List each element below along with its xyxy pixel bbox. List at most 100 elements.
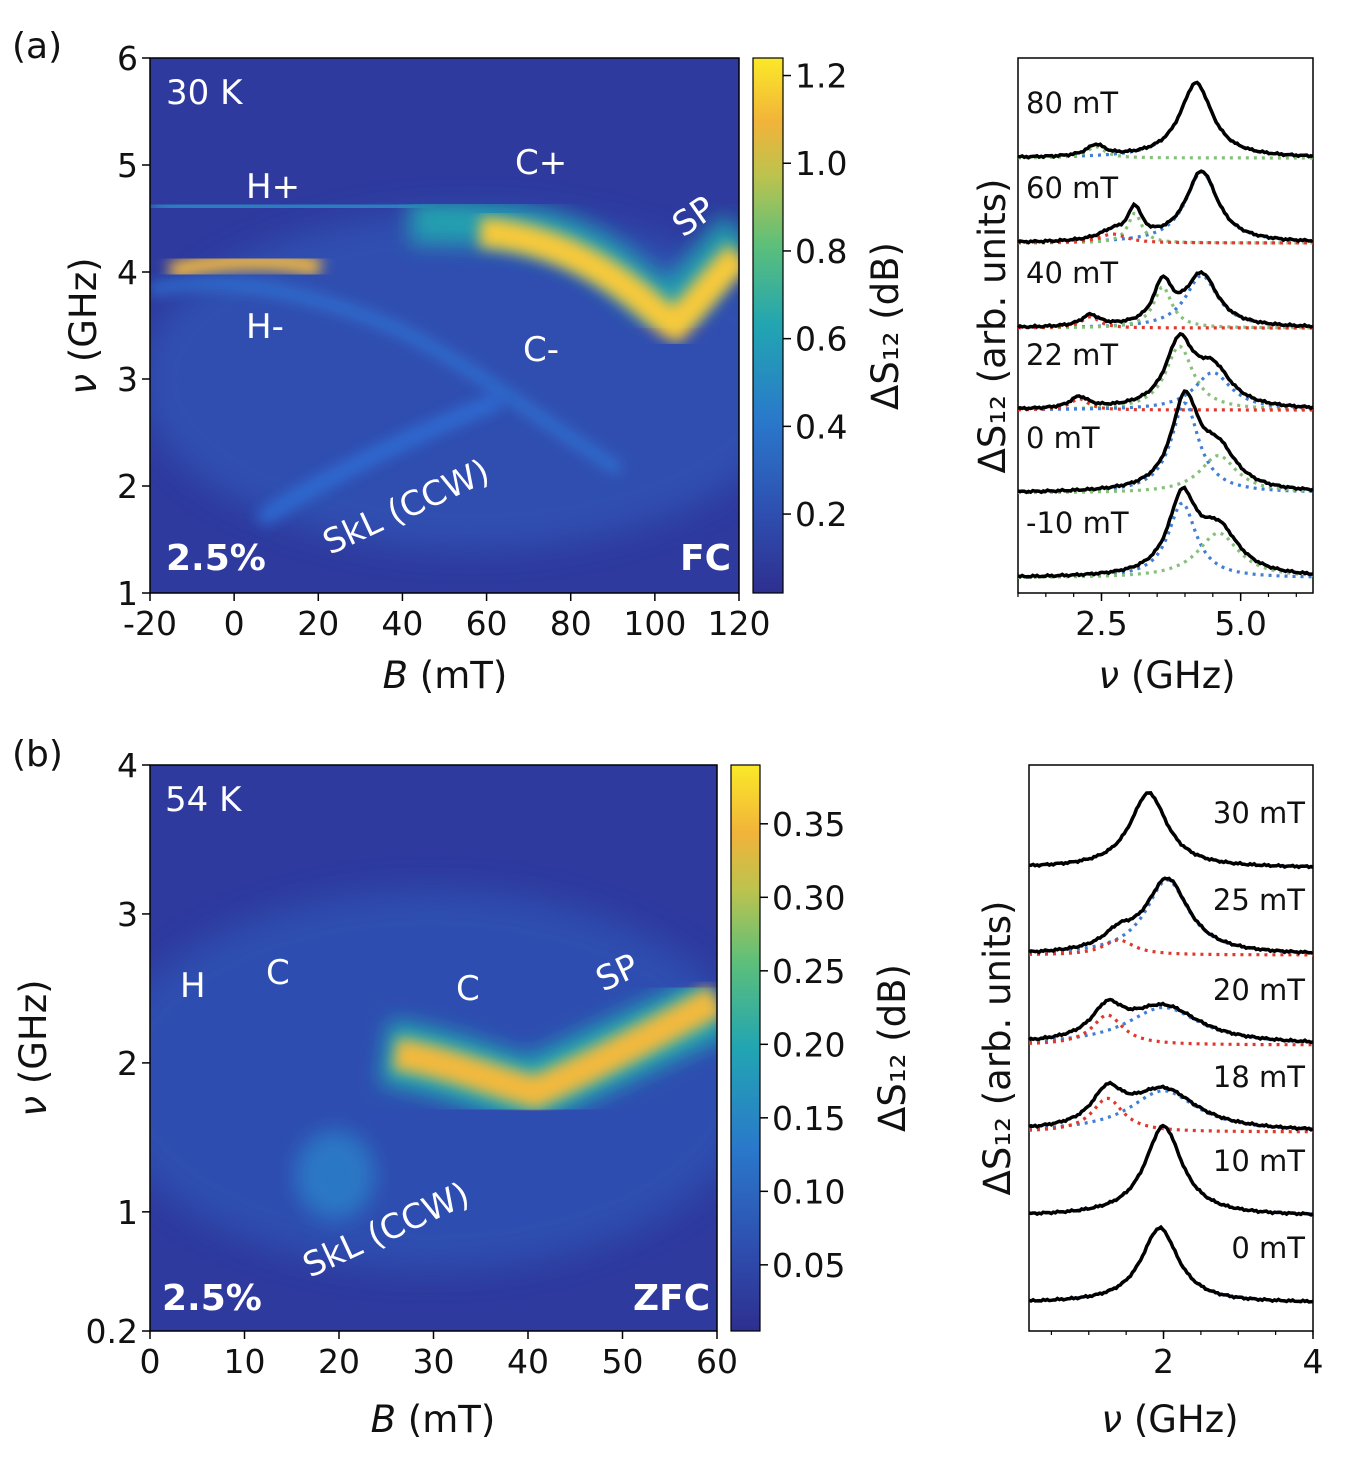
x-tick-label: 40 <box>381 604 423 643</box>
trace-label: 20 mT <box>1213 973 1305 1007</box>
ylabel-b-unit: (GHz) <box>12 979 55 1096</box>
heatmap-b-modes <box>150 890 717 1270</box>
data-trace <box>1017 485 1314 579</box>
colorbar-tick-label: 0.6 <box>795 320 847 359</box>
panel-label-a: (a) <box>12 26 62 67</box>
ylabel-b-var: ν <box>12 1096 55 1117</box>
y-tick-label: 4 <box>117 746 138 785</box>
trace-label: 22 mT <box>1026 338 1118 372</box>
y-tick-label: 0.2 <box>86 1312 138 1351</box>
trace-label: 0 mT <box>1026 421 1100 455</box>
fit-curve-red <box>1028 1096 1313 1134</box>
heatmap-a: 30 K 2.5% FC H+ H- C+ C- SP SkL (CCW) -2… <box>117 39 771 643</box>
colorbar-tick-label: 0.15 <box>772 1099 845 1138</box>
heatmap-a-mode-hplus <box>150 192 421 221</box>
x-tick-label: 60 <box>466 604 508 643</box>
ylabel-a-unit: (GHz) <box>62 257 105 374</box>
spectra-a-xlabel: ν (GHz) <box>1098 654 1235 697</box>
trace-label: -10 mT <box>1026 506 1129 540</box>
xlabel-b-var: B <box>371 1398 396 1441</box>
xlabel-b-unit: (mT) <box>396 1398 495 1441</box>
x-tick-label: 0 <box>140 1342 161 1381</box>
xlabel-a-unit: (mT) <box>408 654 507 697</box>
colorbar-tick-label: 0.30 <box>772 878 845 917</box>
trace-label: 30 mT <box>1213 796 1305 830</box>
x-tick-label: 80 <box>550 604 592 643</box>
label-c1-b: C <box>266 953 290 993</box>
x-tick-label: 10 <box>224 1342 266 1381</box>
y-tick-label: 2 <box>117 1044 138 1083</box>
data-trace <box>1017 80 1314 160</box>
colorbar-tick-label: 0.20 <box>772 1025 845 1064</box>
heatmap-a-modes <box>150 192 739 550</box>
spectra-a-xlabel-var: ν <box>1098 654 1119 697</box>
xlabel-a-var: B <box>383 654 408 697</box>
label-protocol-a: FC <box>680 538 731 579</box>
colorbar-tick-label: 1.2 <box>795 57 847 96</box>
data-trace <box>1028 1123 1314 1217</box>
spectra-x-tick-label: 4 <box>1303 1342 1324 1381</box>
data-trace <box>1028 790 1314 870</box>
panel-label-b: (b) <box>12 734 63 775</box>
trace-label: 18 mT <box>1213 1060 1305 1094</box>
fit-curve-red <box>1028 938 1313 957</box>
y-tick-label: 5 <box>117 146 138 185</box>
colorbar-tick-label: 0.25 <box>772 952 845 991</box>
x-tick-label: 50 <box>602 1342 644 1381</box>
x-tick-label: 40 <box>507 1342 549 1381</box>
spectra-b-xlabel-var: ν <box>1101 1398 1122 1441</box>
y-tick-label: 1 <box>117 1193 138 1232</box>
label-protocol-b: ZFC <box>633 1278 710 1319</box>
label-hminus: H- <box>246 307 284 347</box>
x-tick-label: 120 <box>708 604 771 643</box>
label-h-b: H <box>180 966 206 1006</box>
colorbar-tick-label: 0.4 <box>795 407 847 446</box>
y-tick-label: 2 <box>117 467 138 506</box>
trace-label: 10 mT <box>1213 1144 1305 1178</box>
y-tick-label: 4 <box>117 253 138 292</box>
data-trace <box>1017 169 1314 245</box>
data-trace <box>1028 1080 1314 1132</box>
label-c2-b: C <box>456 969 480 1009</box>
spectra-x-tick-label: 2 <box>1153 1342 1174 1381</box>
label-temperature-b: 54 K <box>165 780 243 820</box>
ylabel-a: ν (GHz) <box>62 257 105 394</box>
colorbar-tick-label: 0.35 <box>772 805 845 844</box>
data-trace <box>1028 1224 1314 1304</box>
colorbar-a-label: ΔS₁₂ (dB) <box>864 242 907 410</box>
xlabel-a: B (mT) <box>383 654 508 697</box>
heatmap-b-axes: 0 10 20 30 40 50 60 0.2 1 2 3 4 <box>86 746 738 1381</box>
trace-label: 0 mT <box>1231 1231 1305 1265</box>
colorbar-b-label: ΔS₁₂ (dB) <box>871 964 914 1132</box>
data-trace <box>1027 997 1314 1045</box>
heatmap-a-mode-skl <box>255 392 503 527</box>
y-tick-label: 3 <box>117 895 138 934</box>
colorbar-tick-label: 0.05 <box>772 1246 845 1285</box>
data-trace <box>1027 876 1314 956</box>
x-tick-label: -20 <box>123 604 177 643</box>
ylabel-a-var: ν <box>62 374 105 395</box>
spectra-a-ylabel: ΔS₁₂ (arb. units) <box>971 179 1014 474</box>
spectra-x-tick-label: 5.0 <box>1214 604 1266 643</box>
data-trace <box>1017 389 1314 495</box>
label-temperature-a: 30 K <box>166 73 244 113</box>
label-cplus: C+ <box>515 143 567 183</box>
spectra-b-xlabel-unit: (GHz) <box>1122 1398 1239 1441</box>
x-tick-label: 20 <box>318 1342 360 1381</box>
spectra-b-xlabel: ν (GHz) <box>1101 1398 1238 1441</box>
y-tick-label: 3 <box>117 360 138 399</box>
spectra-a-xlabel-unit: (GHz) <box>1119 654 1236 697</box>
colorbar-a <box>752 57 784 594</box>
x-tick-label: 100 <box>623 604 686 643</box>
label-concentration-b: 2.5% <box>162 1278 262 1319</box>
ylabel-b: ν (GHz) <box>12 979 55 1116</box>
x-tick-label: 20 <box>297 604 339 643</box>
colorbar-b <box>730 764 761 1332</box>
data-trace <box>1016 269 1314 330</box>
colorbar-tick-label: 0.10 <box>772 1172 845 1211</box>
heatmap-a-mode-h <box>167 250 323 282</box>
colorbar-tick-label: 0.8 <box>795 232 847 271</box>
trace-label: 25 mT <box>1213 883 1305 917</box>
